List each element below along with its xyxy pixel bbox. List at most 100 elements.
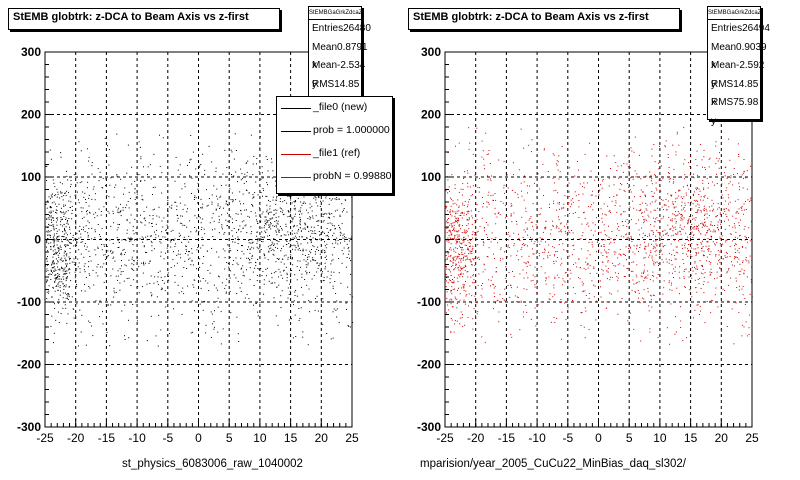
data-point <box>637 289 639 291</box>
data-point <box>94 217 96 219</box>
data-point <box>667 239 668 241</box>
data-point <box>263 227 265 229</box>
data-point <box>60 246 62 248</box>
data-point <box>450 238 452 240</box>
data-point <box>707 249 709 251</box>
data-point <box>481 197 483 198</box>
data-point <box>737 250 739 252</box>
data-point <box>335 240 337 242</box>
data-point <box>567 244 569 246</box>
data-point <box>628 264 630 265</box>
data-point <box>588 297 590 299</box>
data-point <box>742 294 744 296</box>
data-point <box>525 222 527 224</box>
data-point <box>615 200 617 202</box>
data-point <box>298 320 300 321</box>
data-point <box>491 238 493 240</box>
data-point <box>472 185 474 187</box>
data-point <box>712 208 714 210</box>
data-point <box>88 160 90 162</box>
data-point <box>311 205 313 207</box>
data-point <box>647 270 649 272</box>
data-point <box>57 266 59 268</box>
data-point <box>701 222 703 224</box>
data-point <box>673 207 675 209</box>
right-x-tick-label: -15 <box>498 431 516 445</box>
data-point <box>705 245 707 247</box>
data-point <box>540 213 542 215</box>
data-point <box>680 306 681 308</box>
data-point <box>448 255 450 257</box>
data-point <box>466 294 468 296</box>
data-point <box>686 185 688 187</box>
data-point <box>633 261 635 263</box>
data-point <box>294 249 296 251</box>
data-point <box>200 247 202 249</box>
data-point <box>304 279 306 280</box>
data-point <box>453 237 455 239</box>
data-point <box>61 257 63 259</box>
data-point <box>67 244 68 246</box>
data-point <box>124 187 126 189</box>
data-point <box>60 290 61 292</box>
data-point <box>84 245 85 247</box>
data-point <box>477 230 479 232</box>
data-point <box>449 190 450 192</box>
data-point <box>65 217 67 219</box>
data-point <box>193 199 195 200</box>
data-point <box>668 178 670 180</box>
data-point <box>200 287 202 289</box>
data-point <box>656 245 658 247</box>
data-point <box>141 262 143 264</box>
data-point <box>455 230 457 232</box>
data-point <box>657 220 659 221</box>
data-point <box>144 180 146 182</box>
data-point <box>555 189 557 191</box>
data-point <box>53 217 55 219</box>
data-point <box>487 194 489 196</box>
data-point <box>593 296 595 298</box>
data-point <box>725 241 727 243</box>
data-point <box>258 239 260 241</box>
data-point <box>644 211 646 213</box>
data-point <box>204 174 206 176</box>
data-point <box>150 236 152 237</box>
data-point <box>129 237 131 239</box>
data-point <box>692 235 694 236</box>
data-point <box>684 286 686 288</box>
data-point <box>56 188 58 190</box>
data-point <box>274 246 276 248</box>
data-point <box>729 277 731 279</box>
data-point <box>550 229 552 231</box>
data-point <box>617 223 619 225</box>
data-point <box>644 235 646 237</box>
data-point <box>166 247 168 249</box>
data-point <box>280 211 282 213</box>
data-point <box>456 234 458 236</box>
data-point <box>252 174 254 176</box>
data-point <box>196 292 197 294</box>
data-point <box>703 207 705 209</box>
data-point <box>665 140 667 142</box>
data-point <box>169 239 171 241</box>
data-point <box>451 281 453 283</box>
data-point <box>609 210 611 211</box>
data-point <box>703 292 705 294</box>
data-point <box>63 252 65 254</box>
data-point <box>269 245 271 247</box>
legend-entry-prob: prob = 1.000000 <box>277 120 392 143</box>
data-point <box>347 325 349 326</box>
data-point <box>170 246 172 248</box>
data-point <box>534 182 535 184</box>
data-point <box>139 238 141 240</box>
data-point <box>312 215 314 217</box>
data-point <box>307 242 309 244</box>
data-point <box>169 206 171 208</box>
data-point <box>94 231 96 233</box>
data-point <box>134 218 136 220</box>
data-point <box>211 247 213 249</box>
data-point <box>289 196 291 198</box>
data-point <box>582 284 584 286</box>
data-point <box>310 252 312 254</box>
data-point <box>654 221 656 223</box>
